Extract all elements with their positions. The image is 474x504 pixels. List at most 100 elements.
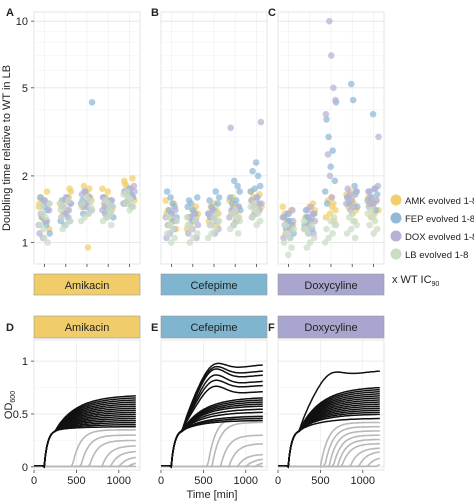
strip-label: Doxycyline (304, 280, 357, 292)
panel-letter: F (268, 322, 275, 334)
legend: AMK evolved 1-8 FEP evolved 1-8 DOX evolve… (390, 194, 474, 261)
growth-panel-doxycyline: Doxycyline F 0 500 1000 (268, 315, 385, 487)
data-point (173, 217, 180, 225)
growth-panel-amikacin: Amikacin D 0 500 1000 (6, 315, 141, 487)
data-point (328, 194, 336, 201)
x-tick-label: 1000 (351, 475, 375, 487)
antibiotic-strip: Amikacin (33, 273, 141, 296)
data-point (189, 234, 197, 242)
y-axis-label-top: Doubling time relative to WT in LB (1, 65, 13, 231)
data-point (235, 230, 242, 237)
data-point (122, 200, 129, 207)
x-tick-label: 0 (275, 475, 281, 487)
data-point (171, 234, 178, 242)
data-point (206, 221, 213, 229)
data-point (326, 172, 334, 180)
data-point (129, 175, 136, 182)
data-point (321, 239, 329, 246)
data-point (38, 210, 46, 217)
data-point (184, 203, 191, 211)
y-tick-label: 0.5 (13, 409, 28, 421)
x-axis-label-bottom: Time [min] (187, 489, 238, 501)
strip-label: Cefepime (190, 280, 237, 292)
data-point (331, 221, 339, 229)
strip-label: Doxycyline (304, 322, 357, 334)
data-point (226, 225, 234, 233)
data-point (227, 124, 234, 132)
data-point (300, 217, 308, 225)
y-tick-label: 5 (22, 83, 28, 95)
data-point (323, 116, 330, 123)
data-point (328, 203, 336, 211)
legend-item: AMK evolved 1-8 (390, 194, 474, 207)
antibiotic-strip: Amikacin (33, 315, 141, 339)
data-point (249, 214, 256, 221)
data-point (126, 206, 133, 214)
data-point (325, 234, 332, 242)
legend-swatch (390, 212, 402, 224)
data-point (375, 133, 382, 141)
data-point (78, 191, 86, 198)
data-point (329, 230, 337, 237)
data-point (67, 217, 74, 225)
data-point (215, 194, 223, 201)
data-point (256, 182, 264, 190)
data-point (290, 225, 298, 233)
data-point (46, 230, 53, 237)
strip-background (33, 273, 141, 296)
data-point (331, 177, 339, 185)
data-point (121, 180, 129, 187)
panel-letter: A (6, 7, 14, 19)
data-point (105, 206, 113, 214)
data-point (279, 203, 287, 211)
data-point (41, 197, 49, 204)
data-point (347, 225, 355, 233)
data-point (254, 172, 262, 180)
data-point (165, 221, 173, 229)
data-point (99, 185, 106, 192)
data-point (301, 225, 309, 233)
x-axis-suffix: x WT IC90 (392, 274, 439, 288)
data-point (308, 221, 316, 229)
strip-background (160, 273, 268, 296)
data-point (325, 133, 332, 141)
data-point (168, 239, 175, 246)
x-tick-label: 500 (67, 475, 85, 487)
data-point (254, 194, 261, 201)
data-point (80, 182, 88, 190)
legend-label: FEP evolved 1-8 (405, 214, 474, 225)
data-point (371, 185, 378, 192)
data-point (252, 159, 260, 166)
data-point (352, 188, 360, 195)
data-point (124, 194, 131, 201)
data-point (372, 206, 380, 214)
y-tick-label: 2 (22, 171, 28, 183)
growth-curve-gray (34, 429, 136, 468)
data-point (38, 203, 45, 211)
antibiotic-strip: Doxycyline (277, 273, 385, 296)
scatter-panel-amikacin: A00.25248Amikacin (6, 7, 141, 296)
growth-curve-black (161, 362, 263, 469)
data-point (214, 217, 222, 225)
data-point (191, 217, 199, 225)
data-point (343, 200, 350, 207)
data-point (183, 214, 191, 221)
y-tick-label: 1 (22, 356, 28, 368)
strip-background (160, 315, 268, 339)
data-point (373, 197, 380, 204)
data-point (366, 221, 373, 229)
data-point (327, 163, 335, 170)
panel-letter: D (6, 322, 14, 334)
data-point (64, 197, 72, 204)
data-point (232, 197, 240, 204)
x-axis-suffix-subscript: 90 (432, 281, 440, 288)
data-point (289, 217, 297, 225)
data-point (77, 217, 85, 225)
data-point (373, 191, 381, 198)
scatter-panel-cefepime: B00.25248Cefepime (151, 7, 268, 296)
data-point (258, 200, 265, 207)
data-point (108, 221, 115, 229)
data-point (184, 221, 191, 229)
